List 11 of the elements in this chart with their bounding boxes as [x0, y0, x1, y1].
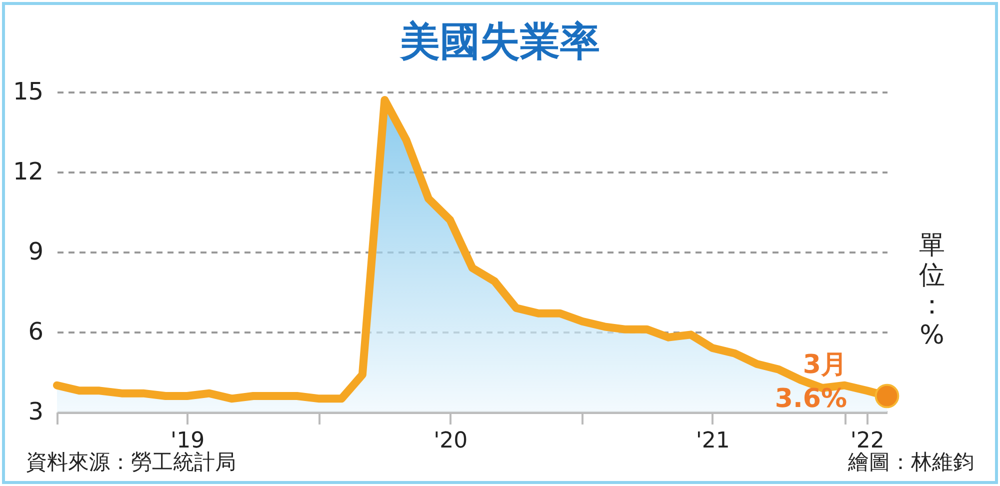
- x-tick-label: '20: [434, 428, 468, 454]
- source-note: 資料來源：勞工統計局: [26, 449, 236, 476]
- chart-title: 美國失業率: [398, 18, 601, 67]
- x-tick-label: '21: [696, 428, 730, 454]
- annotation: 3月 3.6%: [774, 350, 847, 414]
- y-tick-label: 12: [12, 158, 44, 186]
- y-tick-label: 3: [28, 398, 44, 426]
- y-tick-label: 15: [12, 78, 44, 106]
- y-axis-title: 單位：%: [919, 230, 945, 351]
- y-tick-label: 6: [28, 318, 44, 346]
- y-tick-label: 9: [28, 238, 44, 266]
